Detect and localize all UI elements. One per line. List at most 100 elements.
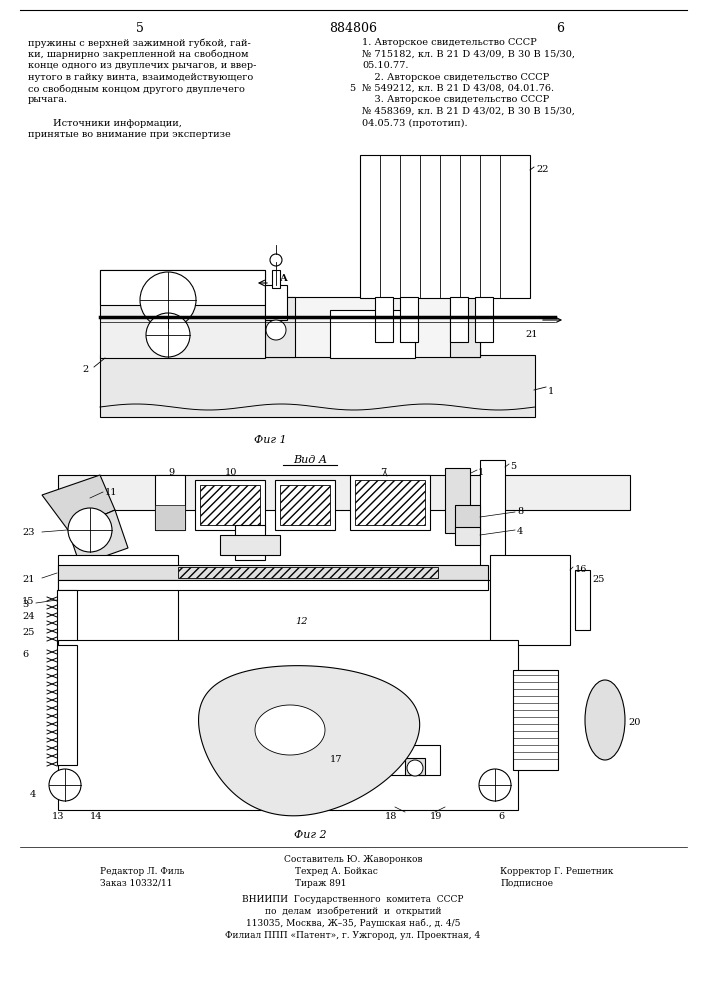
Bar <box>58 565 488 580</box>
Bar <box>513 670 558 770</box>
Bar <box>350 475 430 530</box>
Polygon shape <box>255 705 325 755</box>
Text: 6: 6 <box>22 650 28 659</box>
Bar <box>480 460 505 580</box>
Text: 5: 5 <box>349 84 355 93</box>
Bar <box>355 480 425 525</box>
Bar <box>195 480 265 530</box>
Text: 1: 1 <box>478 468 484 477</box>
Circle shape <box>266 320 286 340</box>
Text: 113035, Москва, Ж–35, Раушская наб., д. 4/5: 113035, Москва, Ж–35, Раушская наб., д. … <box>246 919 460 928</box>
Text: пружины с верхней зажимной губкой, гай-: пружины с верхней зажимной губкой, гай- <box>28 38 251 47</box>
Text: Редактор Л. Филь: Редактор Л. Филь <box>100 867 185 876</box>
Bar <box>405 758 425 775</box>
Text: 25: 25 <box>592 575 604 584</box>
Bar <box>375 297 393 342</box>
Text: Подписное: Подписное <box>500 879 553 888</box>
Text: 2. Авторское свидетельство СССР: 2. Авторское свидетельство СССР <box>362 73 549 82</box>
Text: ки, шарнирно закрепленной на свободном: ки, шарнирно закрепленной на свободном <box>28 49 248 59</box>
Bar <box>280 485 330 525</box>
Bar <box>265 297 480 357</box>
Bar <box>235 525 265 560</box>
Bar <box>100 355 535 417</box>
Bar <box>265 297 295 357</box>
Bar <box>178 567 438 578</box>
Text: Филиал ППП «Патент», г. Ужгород, ул. Проектная, 4: Филиал ППП «Патент», г. Ужгород, ул. Про… <box>226 931 481 940</box>
Bar <box>200 485 260 525</box>
Circle shape <box>270 254 282 266</box>
Bar <box>275 480 335 530</box>
Text: 1: 1 <box>548 387 554 396</box>
Text: 21: 21 <box>525 330 537 339</box>
Bar <box>360 155 530 298</box>
Circle shape <box>68 508 112 552</box>
Polygon shape <box>68 510 128 565</box>
Text: 1. Авторское свидетельство СССР: 1. Авторское свидетельство СССР <box>362 38 537 47</box>
Bar <box>155 475 185 530</box>
Bar <box>490 555 570 645</box>
Text: со свободным концом другого двуплечего: со свободным концом другого двуплечего <box>28 84 245 94</box>
Text: 23: 23 <box>22 528 35 537</box>
Text: 12: 12 <box>295 617 308 626</box>
Bar <box>330 310 415 358</box>
Bar <box>265 285 287 320</box>
Bar <box>450 297 480 357</box>
Text: 13: 13 <box>52 812 64 821</box>
Text: Заказ 10332/11: Заказ 10332/11 <box>100 879 173 888</box>
Text: 9: 9 <box>168 468 174 477</box>
Text: А: А <box>280 274 288 283</box>
Circle shape <box>49 769 81 801</box>
Text: принятые во внимание при экспертизе: принятые во внимание при экспертизе <box>28 130 230 139</box>
Polygon shape <box>42 475 115 530</box>
Text: № 458369, кл. В 21 D 43/02, В 30 В 15/30,: № 458369, кл. В 21 D 43/02, В 30 В 15/30… <box>362 107 575 116</box>
Bar <box>575 570 590 630</box>
Bar <box>400 297 418 342</box>
Text: 16: 16 <box>575 565 588 574</box>
Text: по  делам  изобретений  и  открытий: по делам изобретений и открытий <box>264 907 441 916</box>
Text: 4: 4 <box>517 527 523 536</box>
Text: 7: 7 <box>380 468 386 477</box>
Text: конце одного из двуплечих рычагов, и ввер-: конце одного из двуплечих рычагов, и вве… <box>28 61 257 70</box>
Text: 19: 19 <box>430 812 443 821</box>
Text: 17: 17 <box>330 755 342 764</box>
Bar <box>100 270 265 305</box>
Text: 5: 5 <box>136 22 144 35</box>
Bar <box>155 505 185 530</box>
Bar <box>455 505 480 530</box>
Ellipse shape <box>585 680 625 760</box>
Text: Фиг 1: Фиг 1 <box>254 435 286 445</box>
Bar <box>58 640 518 810</box>
Text: 5: 5 <box>510 462 516 471</box>
Text: 25: 25 <box>22 628 35 637</box>
Bar <box>57 590 77 645</box>
Text: 14: 14 <box>90 812 103 821</box>
Polygon shape <box>199 666 420 816</box>
Text: Техред А. Бойкас: Техред А. Бойкас <box>295 867 378 876</box>
Bar <box>58 475 630 510</box>
Text: Вид А: Вид А <box>293 455 327 465</box>
Text: 3. Авторское свидетельство СССР: 3. Авторское свидетельство СССР <box>362 96 549 104</box>
Bar <box>272 270 280 288</box>
Circle shape <box>479 769 511 801</box>
Text: ВНИИПИ  Государственного  комитета  СССР: ВНИИПИ Государственного комитета СССР <box>243 895 464 904</box>
Text: 8: 8 <box>517 507 523 516</box>
Text: нутого в гайку винта, взаимодействующего: нутого в гайку винта, взаимодействующего <box>28 73 253 82</box>
Text: Корректор Г. Решетник: Корректор Г. Решетник <box>500 867 614 876</box>
Text: № 549212, кл. В 21 D 43/08, 04.01.76.: № 549212, кл. В 21 D 43/08, 04.01.76. <box>362 84 554 93</box>
Text: 20: 20 <box>628 718 641 727</box>
Text: 21: 21 <box>22 575 35 584</box>
Text: 884806: 884806 <box>329 22 377 35</box>
Bar <box>445 468 470 533</box>
Text: 22: 22 <box>536 165 549 174</box>
Bar <box>220 535 280 555</box>
Circle shape <box>146 313 190 357</box>
Circle shape <box>407 760 423 776</box>
Text: 6: 6 <box>498 812 504 821</box>
Text: рычага.: рычага. <box>28 96 68 104</box>
Bar <box>450 297 468 342</box>
Text: № 715182, кл. В 21 D 43/09, В 30 В 15/30,: № 715182, кл. В 21 D 43/09, В 30 В 15/30… <box>362 49 575 58</box>
Bar <box>58 555 178 645</box>
Bar <box>390 745 440 775</box>
Bar <box>57 645 77 765</box>
Text: Источники информации,: Источники информации, <box>28 118 182 127</box>
